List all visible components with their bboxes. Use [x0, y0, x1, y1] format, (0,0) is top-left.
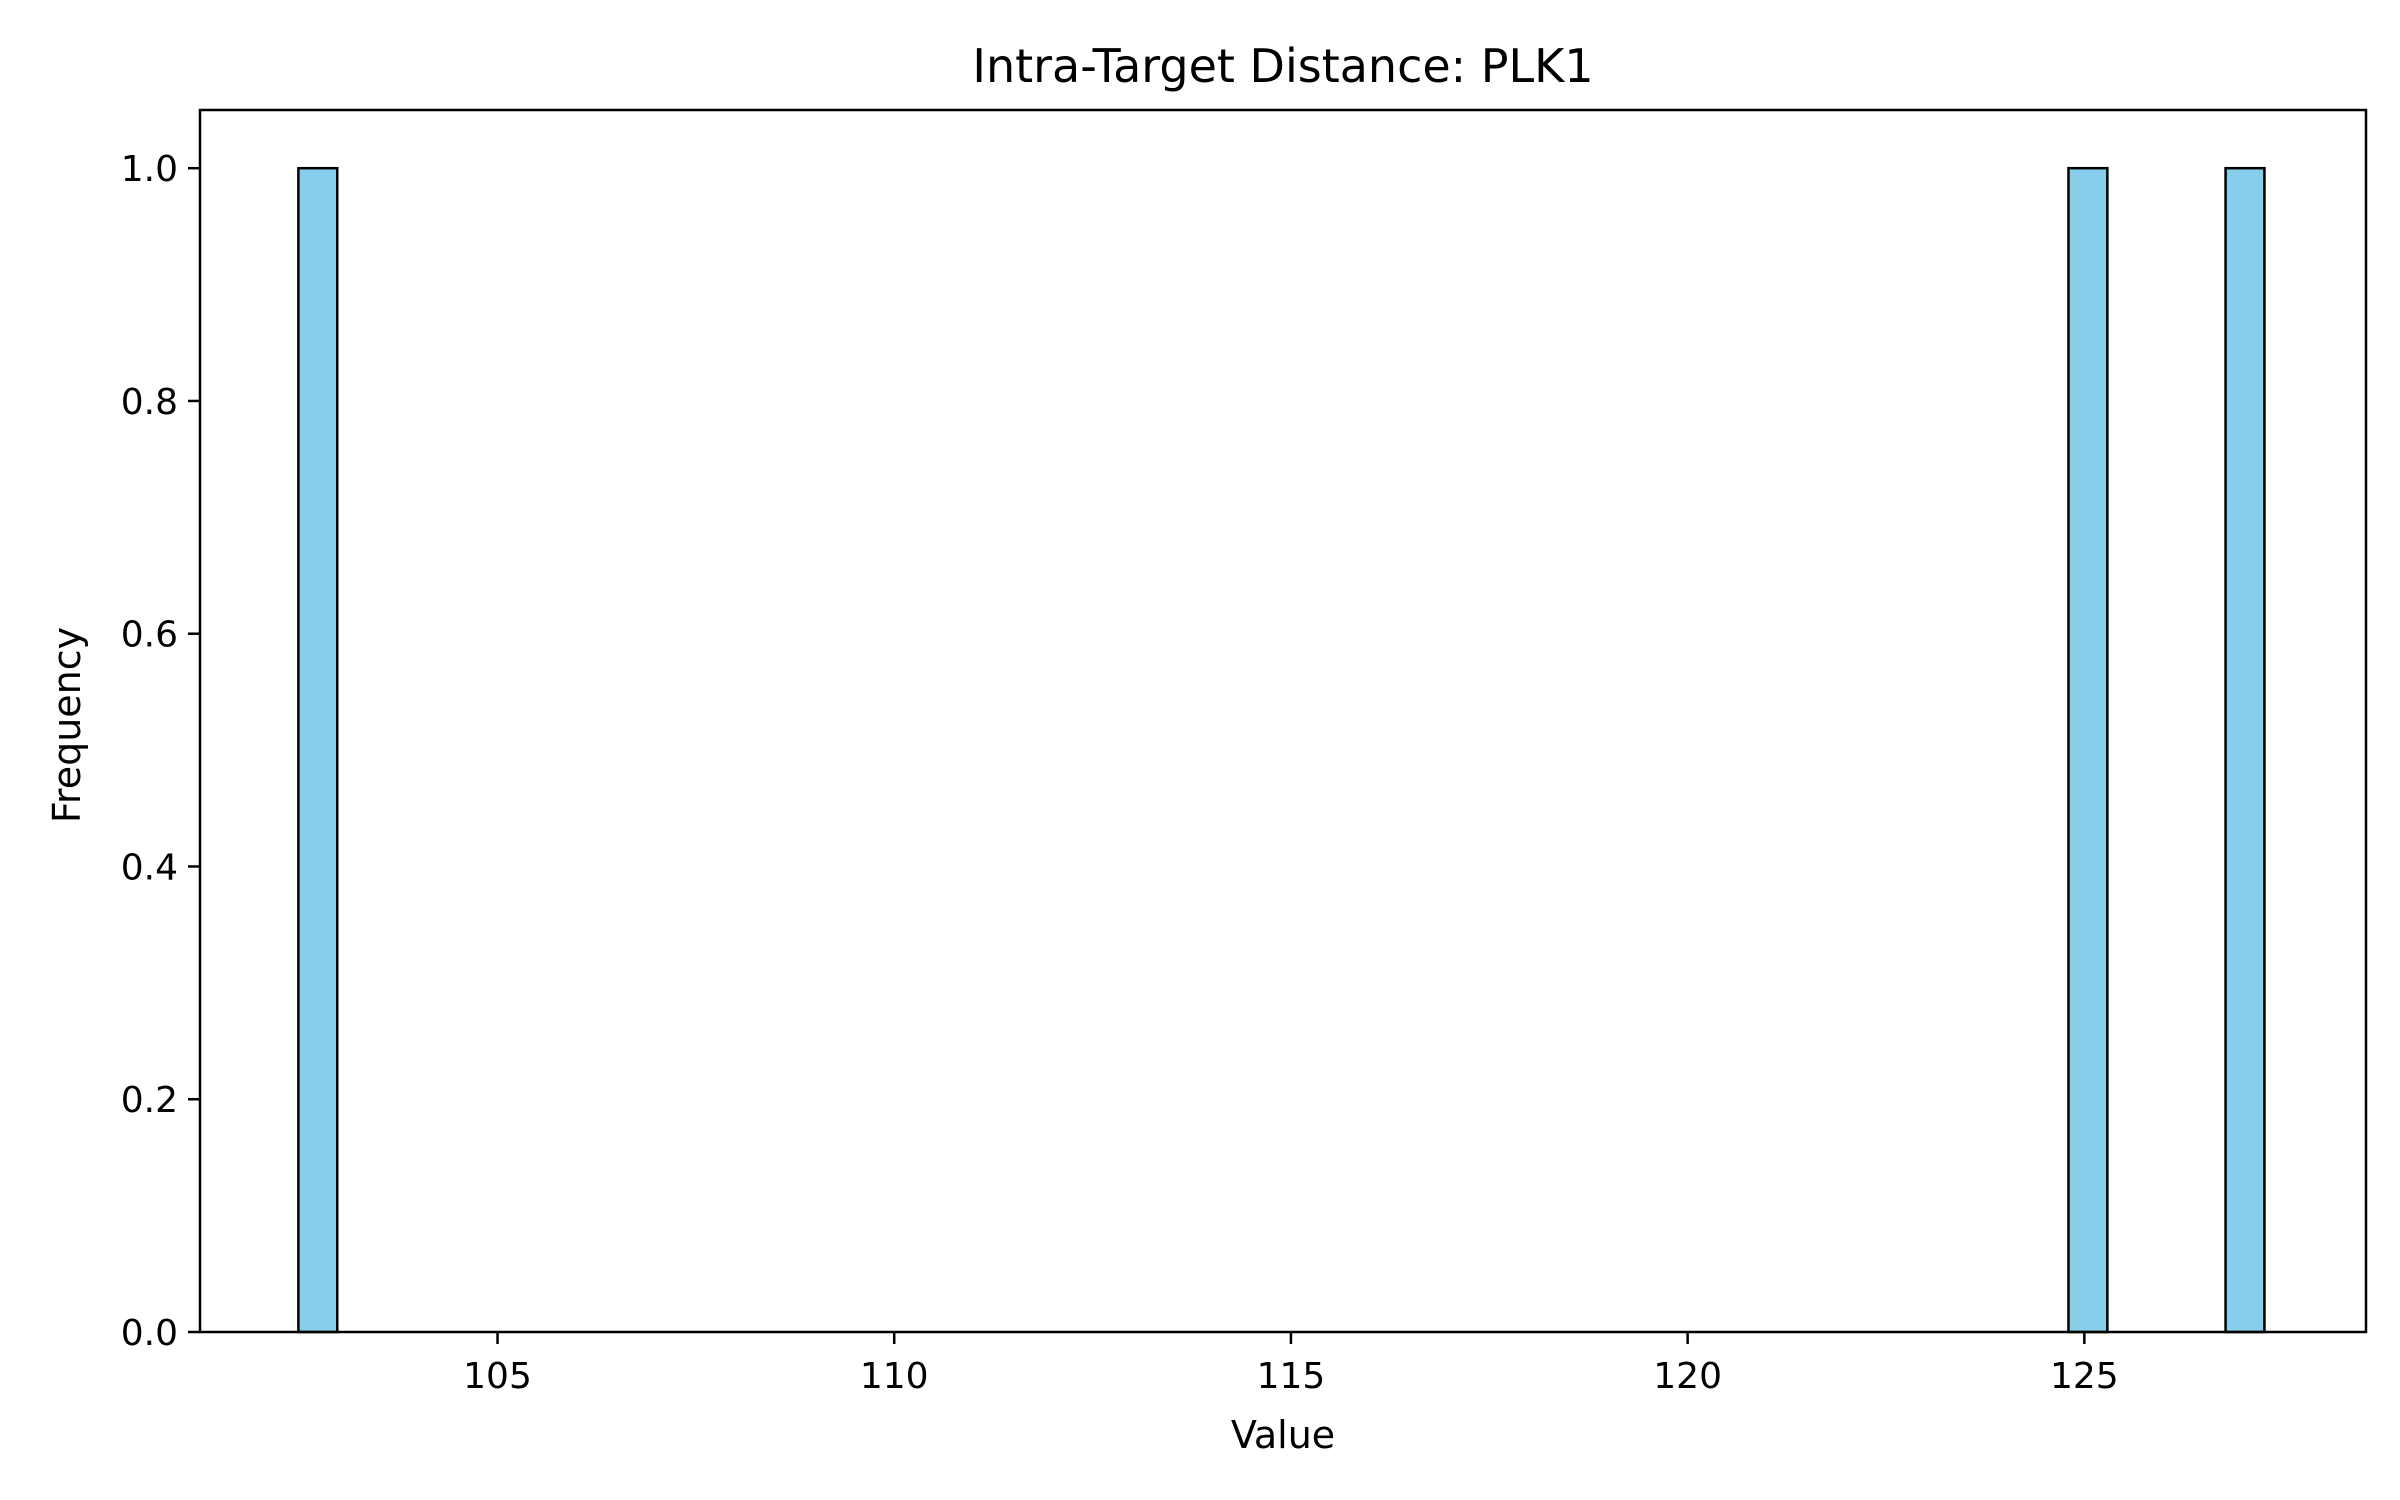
- histogram-bar-1: [297, 166, 339, 1334]
- y-tick-label: 0.6: [121, 615, 178, 656]
- y-tick-label: 0.4: [121, 847, 178, 888]
- bars-group: [297, 166, 2266, 1334]
- chart-title: Intra-Target Distance: PLK1: [972, 39, 1593, 93]
- y-axis-label: Frequency: [45, 627, 89, 823]
- histogram-bar-3: [2224, 166, 2266, 1334]
- histogram-bar-2: [2067, 166, 2109, 1334]
- x-tick-label: 120: [1653, 1356, 1722, 1397]
- y-tick-label: 0.2: [121, 1080, 178, 1121]
- x-axis-label: Value: [1231, 1413, 1335, 1457]
- x-tick-label: 125: [2050, 1356, 2119, 1397]
- y-tick-label: 0.8: [121, 382, 178, 423]
- x-tick-label: 115: [1257, 1356, 1326, 1397]
- x-tick-label: 110: [860, 1356, 929, 1397]
- x-tick-label: 105: [463, 1356, 532, 1397]
- y-tick-label: 0.0: [121, 1313, 178, 1354]
- y-ticks-group: 0.0 0.2 0.4 0.6 0.8 1.0: [121, 149, 200, 1354]
- plot-frame: [198, 108, 2368, 1334]
- x-ticks-group: 105 110 115 120 125: [463, 1332, 2119, 1397]
- y-tick-label: 1.0: [121, 149, 178, 190]
